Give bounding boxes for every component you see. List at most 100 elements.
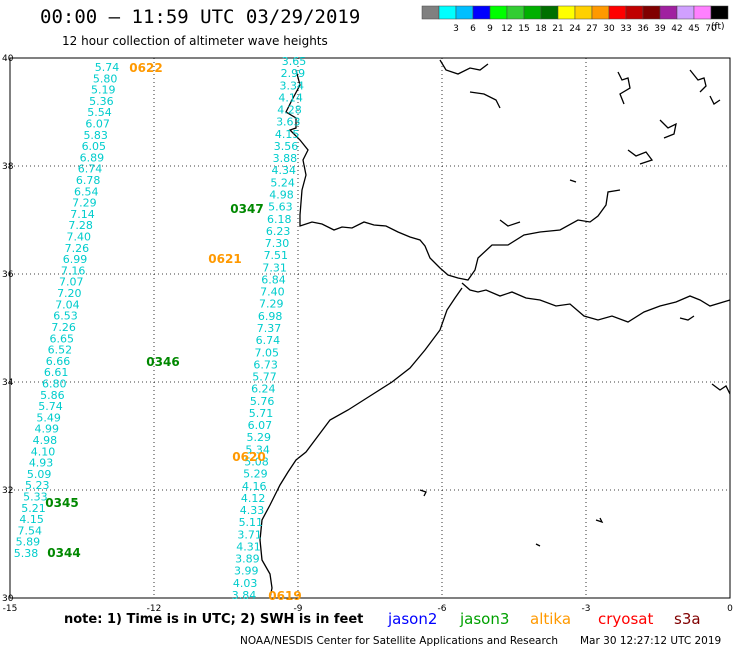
wave-height-value: 6.74: [78, 163, 103, 176]
pass-number-label: 0621: [208, 252, 241, 266]
wave-height-value: 6.73: [253, 358, 278, 371]
lat-tick-label: 40: [2, 54, 14, 64]
wave-height-value: 6.07: [248, 419, 273, 432]
wave-height-value: 2.99: [281, 67, 306, 80]
wave-height-value: 4.93: [29, 457, 54, 470]
wave-height-value: 6.52: [48, 344, 73, 357]
wave-height-value: 5.49: [36, 411, 61, 424]
wave-height-value: 5.74: [38, 400, 63, 413]
legend-swatch: [710, 5, 729, 20]
legend-swatch: [557, 5, 576, 20]
sat-s3a-label: s3a: [674, 610, 701, 628]
wave-height-value: 5.54: [87, 106, 112, 119]
wave-height-value: 5.80: [93, 72, 118, 85]
legend-tick-label: 21: [552, 24, 563, 34]
legend-tick-label: 42: [671, 24, 682, 34]
wave-height-value: 5.86: [40, 389, 65, 402]
islet-atlantic: [419, 489, 427, 497]
wave-height-value: 5.83: [83, 129, 108, 142]
sicily-outline: [659, 119, 677, 139]
wave-height-value: 7.40: [66, 231, 91, 244]
map-title: 00:00 – 11:59 UTC 03/29/2019: [40, 6, 361, 28]
balearic-outline: [627, 149, 654, 165]
pass-number-label: 0344: [47, 546, 80, 560]
wave-height-value: 5.09: [27, 468, 52, 481]
wave-height-value: 4.28: [277, 104, 302, 117]
wave-height-value: 6.24: [251, 383, 276, 396]
wave-height-value: 5.24: [270, 176, 295, 189]
islet-south: [595, 517, 604, 524]
wave-height-value: 4.31: [236, 540, 261, 553]
lon-tick-label: -12: [147, 604, 162, 614]
legend-swatch: [574, 5, 593, 20]
wave-height-value: 6.99: [63, 253, 88, 266]
lat-tick-label: 30: [2, 594, 14, 604]
wave-height-value: 5.63: [268, 201, 293, 214]
legend-tick-label: 39: [654, 24, 666, 34]
color-legend: 3 6 9 12 15 18 21 24 27 30 33 36 39 42 45 70: [421, 5, 729, 34]
wave-height-value: 5.38: [14, 547, 39, 560]
wave-height-value: 5.76: [250, 395, 275, 408]
wave-height-value: 3.88: [273, 152, 298, 165]
island-outline: [469, 91, 501, 109]
wave-height-value: 7.16: [61, 264, 86, 277]
legend-swatch: [693, 5, 712, 20]
legend-tick-label: 9: [487, 24, 493, 34]
islet: [569, 179, 577, 183]
wave-height-value: 6.80: [42, 377, 67, 390]
wave-height-value: 5.71: [249, 407, 274, 420]
map-frame: [9, 57, 731, 599]
sat-jason2-label: jason2: [388, 610, 438, 628]
legend-swatch: [642, 5, 661, 20]
pass-number-label: 0345: [45, 496, 78, 510]
wave-height-value: 7.14: [70, 208, 95, 221]
morocco-coast: [259, 287, 463, 599]
wave-height-value: 3.99: [234, 565, 259, 578]
wave-height-value: 4.33: [240, 504, 265, 517]
wave-height-value: 6.18: [267, 213, 292, 226]
wave-height-value: 5.23: [25, 479, 50, 492]
legend-tick-label: 24: [569, 24, 581, 34]
legend-tick-label: 45: [688, 24, 699, 34]
legend-tick-label: 36: [637, 24, 649, 34]
wave-height-value: 4.98: [33, 434, 58, 447]
credit-line: NOAA/NESDIS Center for Satellite Applica…: [240, 635, 558, 647]
wave-height-value: 5.29: [247, 431, 272, 444]
wave-height-value: 3.34: [279, 79, 304, 92]
legend-tick-label: 27: [586, 24, 597, 34]
wave-height-value: 7.07: [59, 276, 84, 289]
sat-altika-label: altika: [530, 610, 572, 628]
iberia-coast: [285, 69, 621, 281]
sat-cryosat-label: cryosat: [598, 610, 654, 628]
legend-swatch: [625, 5, 644, 20]
wave-height-value: 5.19: [91, 84, 116, 97]
wave-height-value: 3.65: [282, 55, 307, 68]
islet-east: [711, 383, 731, 395]
wave-height-value: 3.56: [274, 140, 299, 153]
wave-height-value: 3.84: [232, 589, 257, 602]
wave-height-value: 6.53: [53, 310, 78, 323]
wave-height-value: 6.07: [85, 118, 110, 131]
wave-height-value: 5.33: [23, 490, 48, 503]
legend-swatch: [523, 5, 542, 20]
legend-unit-label: (ft): [711, 22, 725, 32]
wave-height-value: 4.14: [278, 91, 303, 104]
north-africa-coast: [461, 282, 731, 323]
sardinia-outline: [617, 71, 631, 105]
wave-height-value: 7.04: [55, 298, 80, 311]
pass-number-label: 0346: [146, 355, 179, 369]
generated-timestamp: Mar 30 12:27:12 UTC 2019: [580, 635, 722, 647]
wave-height-value: 4.99: [34, 423, 59, 436]
legend-tick-label: 70: [705, 24, 717, 34]
wave-height-value: 6.89: [80, 151, 105, 164]
legend-swatch: [676, 5, 695, 20]
wave-height-value: 7.30: [265, 237, 290, 250]
legend-tick-label: 33: [620, 24, 631, 34]
legend-tick-label: 6: [470, 24, 476, 34]
wave-height-value: 7.28: [68, 219, 93, 232]
pass-number-label: 0620: [232, 450, 265, 464]
wave-height-value: 6.23: [266, 225, 291, 238]
lon-tick-label: -6: [438, 604, 447, 614]
wave-height-value: 6.61: [44, 366, 69, 379]
